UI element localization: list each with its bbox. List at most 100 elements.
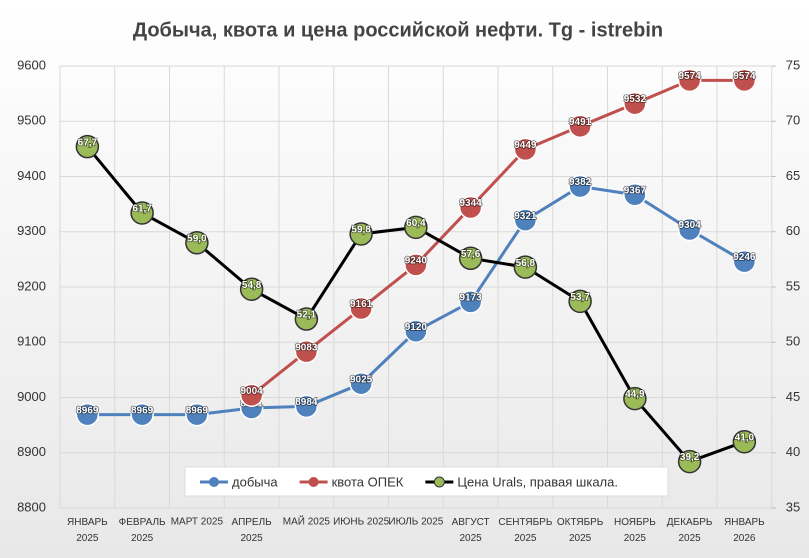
data-label: 54,8 — [242, 280, 262, 291]
marker — [568, 289, 592, 314]
x-tick-label: ИЮЛЬ 2025 — [388, 517, 443, 528]
x-tick-label: ФЕВРАЛЬ 2025 — [119, 517, 166, 544]
y-tick-label: 9200 — [17, 278, 46, 293]
data-label: 60,4 — [406, 218, 426, 229]
y-tick-label: 9100 — [17, 334, 46, 349]
marker — [458, 246, 483, 271]
marker — [732, 68, 757, 93]
y2-tick-label: 75 — [786, 57, 800, 72]
data-label: 9246 — [733, 252, 756, 263]
y-tick-label: 8900 — [17, 444, 46, 459]
data-label: 9491 — [569, 117, 592, 128]
marker — [732, 249, 757, 274]
x-tick-label: НОЯБРЬ 2025 — [614, 517, 656, 544]
legend-marker — [308, 477, 319, 487]
legend-label: добыча — [232, 474, 278, 489]
data-label: 52,1 — [297, 310, 317, 321]
marker — [513, 255, 538, 279]
marker — [677, 68, 702, 93]
marker — [513, 208, 538, 232]
data-label: 9083 — [295, 342, 318, 353]
data-label: 9161 — [350, 299, 373, 310]
marker — [404, 215, 428, 240]
marker — [458, 195, 483, 220]
data-label: 9304 — [679, 220, 702, 231]
x-tick-label: ЯНВАРЬ 2025 — [67, 517, 108, 544]
y-tick-label: 9400 — [17, 168, 46, 183]
data-label: 59,8 — [351, 225, 371, 236]
data-label: 9025 — [350, 374, 373, 385]
data-label: 67,7 — [78, 137, 98, 148]
marker — [294, 339, 319, 364]
data-label: 9120 — [405, 322, 428, 333]
data-label: 57,6 — [461, 249, 481, 260]
data-label: 9004 — [241, 386, 264, 397]
legend-label: Цена Urals, правая шкала. — [457, 474, 618, 489]
x-tick-label: СЕНТЯБРЬ 2025 — [498, 517, 552, 544]
data-label: 39,2 — [680, 452, 700, 463]
marker — [677, 217, 702, 242]
y2-tick-label: 50 — [786, 334, 800, 349]
marker — [185, 402, 209, 427]
data-label: 9449 — [514, 140, 537, 151]
legend-label: квота ОПЕК — [332, 474, 404, 489]
marker — [349, 296, 373, 321]
data-label: 8969 — [131, 405, 154, 416]
y-tick-label: 9500 — [17, 113, 46, 128]
marker — [349, 371, 373, 396]
marker — [568, 114, 592, 138]
x-tick-label: ИЮНЬ 2025 — [333, 517, 390, 528]
y-tick-label: 9600 — [17, 57, 46, 72]
y2-tick-label: 35 — [786, 499, 800, 514]
data-label: 9574 — [733, 71, 756, 82]
data-label: 9532 — [624, 94, 647, 105]
data-label: 9240 — [405, 256, 428, 267]
y2-tick-label: 70 — [786, 113, 800, 128]
x-tick-label: ЯНВАРЬ 2026 — [724, 517, 765, 544]
data-label: 9382 — [569, 177, 592, 188]
marker — [623, 182, 647, 207]
data-label: 61,7 — [132, 204, 152, 215]
data-label: 9574 — [679, 71, 702, 82]
marker — [349, 222, 373, 246]
x-tick-label: ОКТЯБРЬ 2025 — [557, 517, 604, 544]
marker — [294, 394, 319, 419]
y-tick-label: 9000 — [17, 389, 46, 404]
y2-tick-label: 60 — [786, 223, 800, 238]
chart-title: Добыча, квота и цена российской нефти. T… — [133, 19, 663, 41]
data-label: 44,9 — [625, 389, 645, 400]
y2-tick-label: 55 — [786, 278, 800, 293]
marker — [294, 307, 319, 331]
marker — [130, 201, 154, 225]
grid — [59, 65, 773, 509]
x-tick-label: АПРЕЛЬ 2025 — [232, 517, 273, 544]
data-label: 59,0 — [187, 233, 207, 244]
data-label: 9344 — [460, 198, 483, 209]
marker — [458, 290, 483, 314]
y-tick-label: 9300 — [17, 223, 46, 238]
marker — [677, 449, 702, 474]
data-label: 9321 — [514, 211, 537, 222]
data-label: 8984 — [295, 397, 318, 408]
marker — [185, 231, 209, 255]
marker — [513, 137, 538, 162]
data-label: 56,8 — [516, 258, 536, 269]
marker — [732, 429, 757, 454]
marker — [404, 253, 428, 277]
marker — [623, 386, 647, 411]
marker — [239, 277, 264, 301]
y2-tick-label: 65 — [786, 168, 800, 183]
marker — [623, 91, 647, 116]
x-tick-label: ДЕКАБРЬ 2025 — [667, 517, 713, 544]
y2-tick-label: 45 — [786, 389, 800, 404]
data-label: 9173 — [460, 293, 483, 304]
data-label: 8969 — [186, 405, 209, 416]
legend: добыча квота ОПЕК Цена Urals, правая шкала… — [184, 466, 669, 497]
x-tick-label: МАРТ 2025 — [171, 517, 224, 528]
data-label: 8969 — [76, 405, 99, 416]
y2-tick-label: 40 — [786, 444, 800, 459]
data-label: 53,7 — [570, 292, 590, 303]
legend-marker — [209, 477, 219, 487]
